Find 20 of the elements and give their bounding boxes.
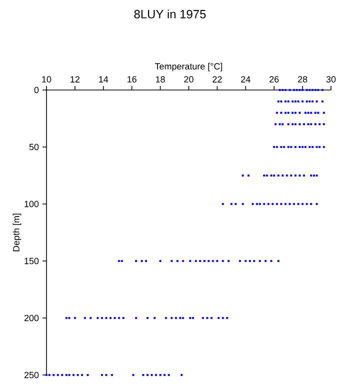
x-axis-title: Temperature [°C]	[155, 62, 222, 72]
x-tick-label: 30	[326, 76, 336, 82]
chart-title: 8LUY in 1975	[134, 10, 206, 18]
x-tick-label: 18	[156, 76, 165, 82]
y-tick-label: 200	[24, 314, 39, 322]
x-tick-label: 20	[184, 76, 194, 82]
y-tick-label: 50	[29, 144, 39, 150]
y-tick-label: 0	[34, 86, 39, 94]
x-tick-label: 16	[128, 76, 136, 82]
y-tick-label: 250	[24, 372, 39, 378]
y-tick-label: 150	[24, 258, 39, 264]
y-tick-label: 100	[24, 200, 39, 208]
y-axis-title: Depth [m]	[12, 214, 22, 252]
x-tick-label: 10	[42, 76, 52, 82]
x-tick-label: 26	[270, 76, 279, 82]
x-tick-label: 24	[241, 76, 250, 82]
x-tick-label: 14	[99, 76, 108, 82]
x-tick-label: 22	[212, 76, 222, 82]
x-tick-label: 28	[298, 76, 308, 82]
x-tick-label: 12	[70, 76, 80, 82]
